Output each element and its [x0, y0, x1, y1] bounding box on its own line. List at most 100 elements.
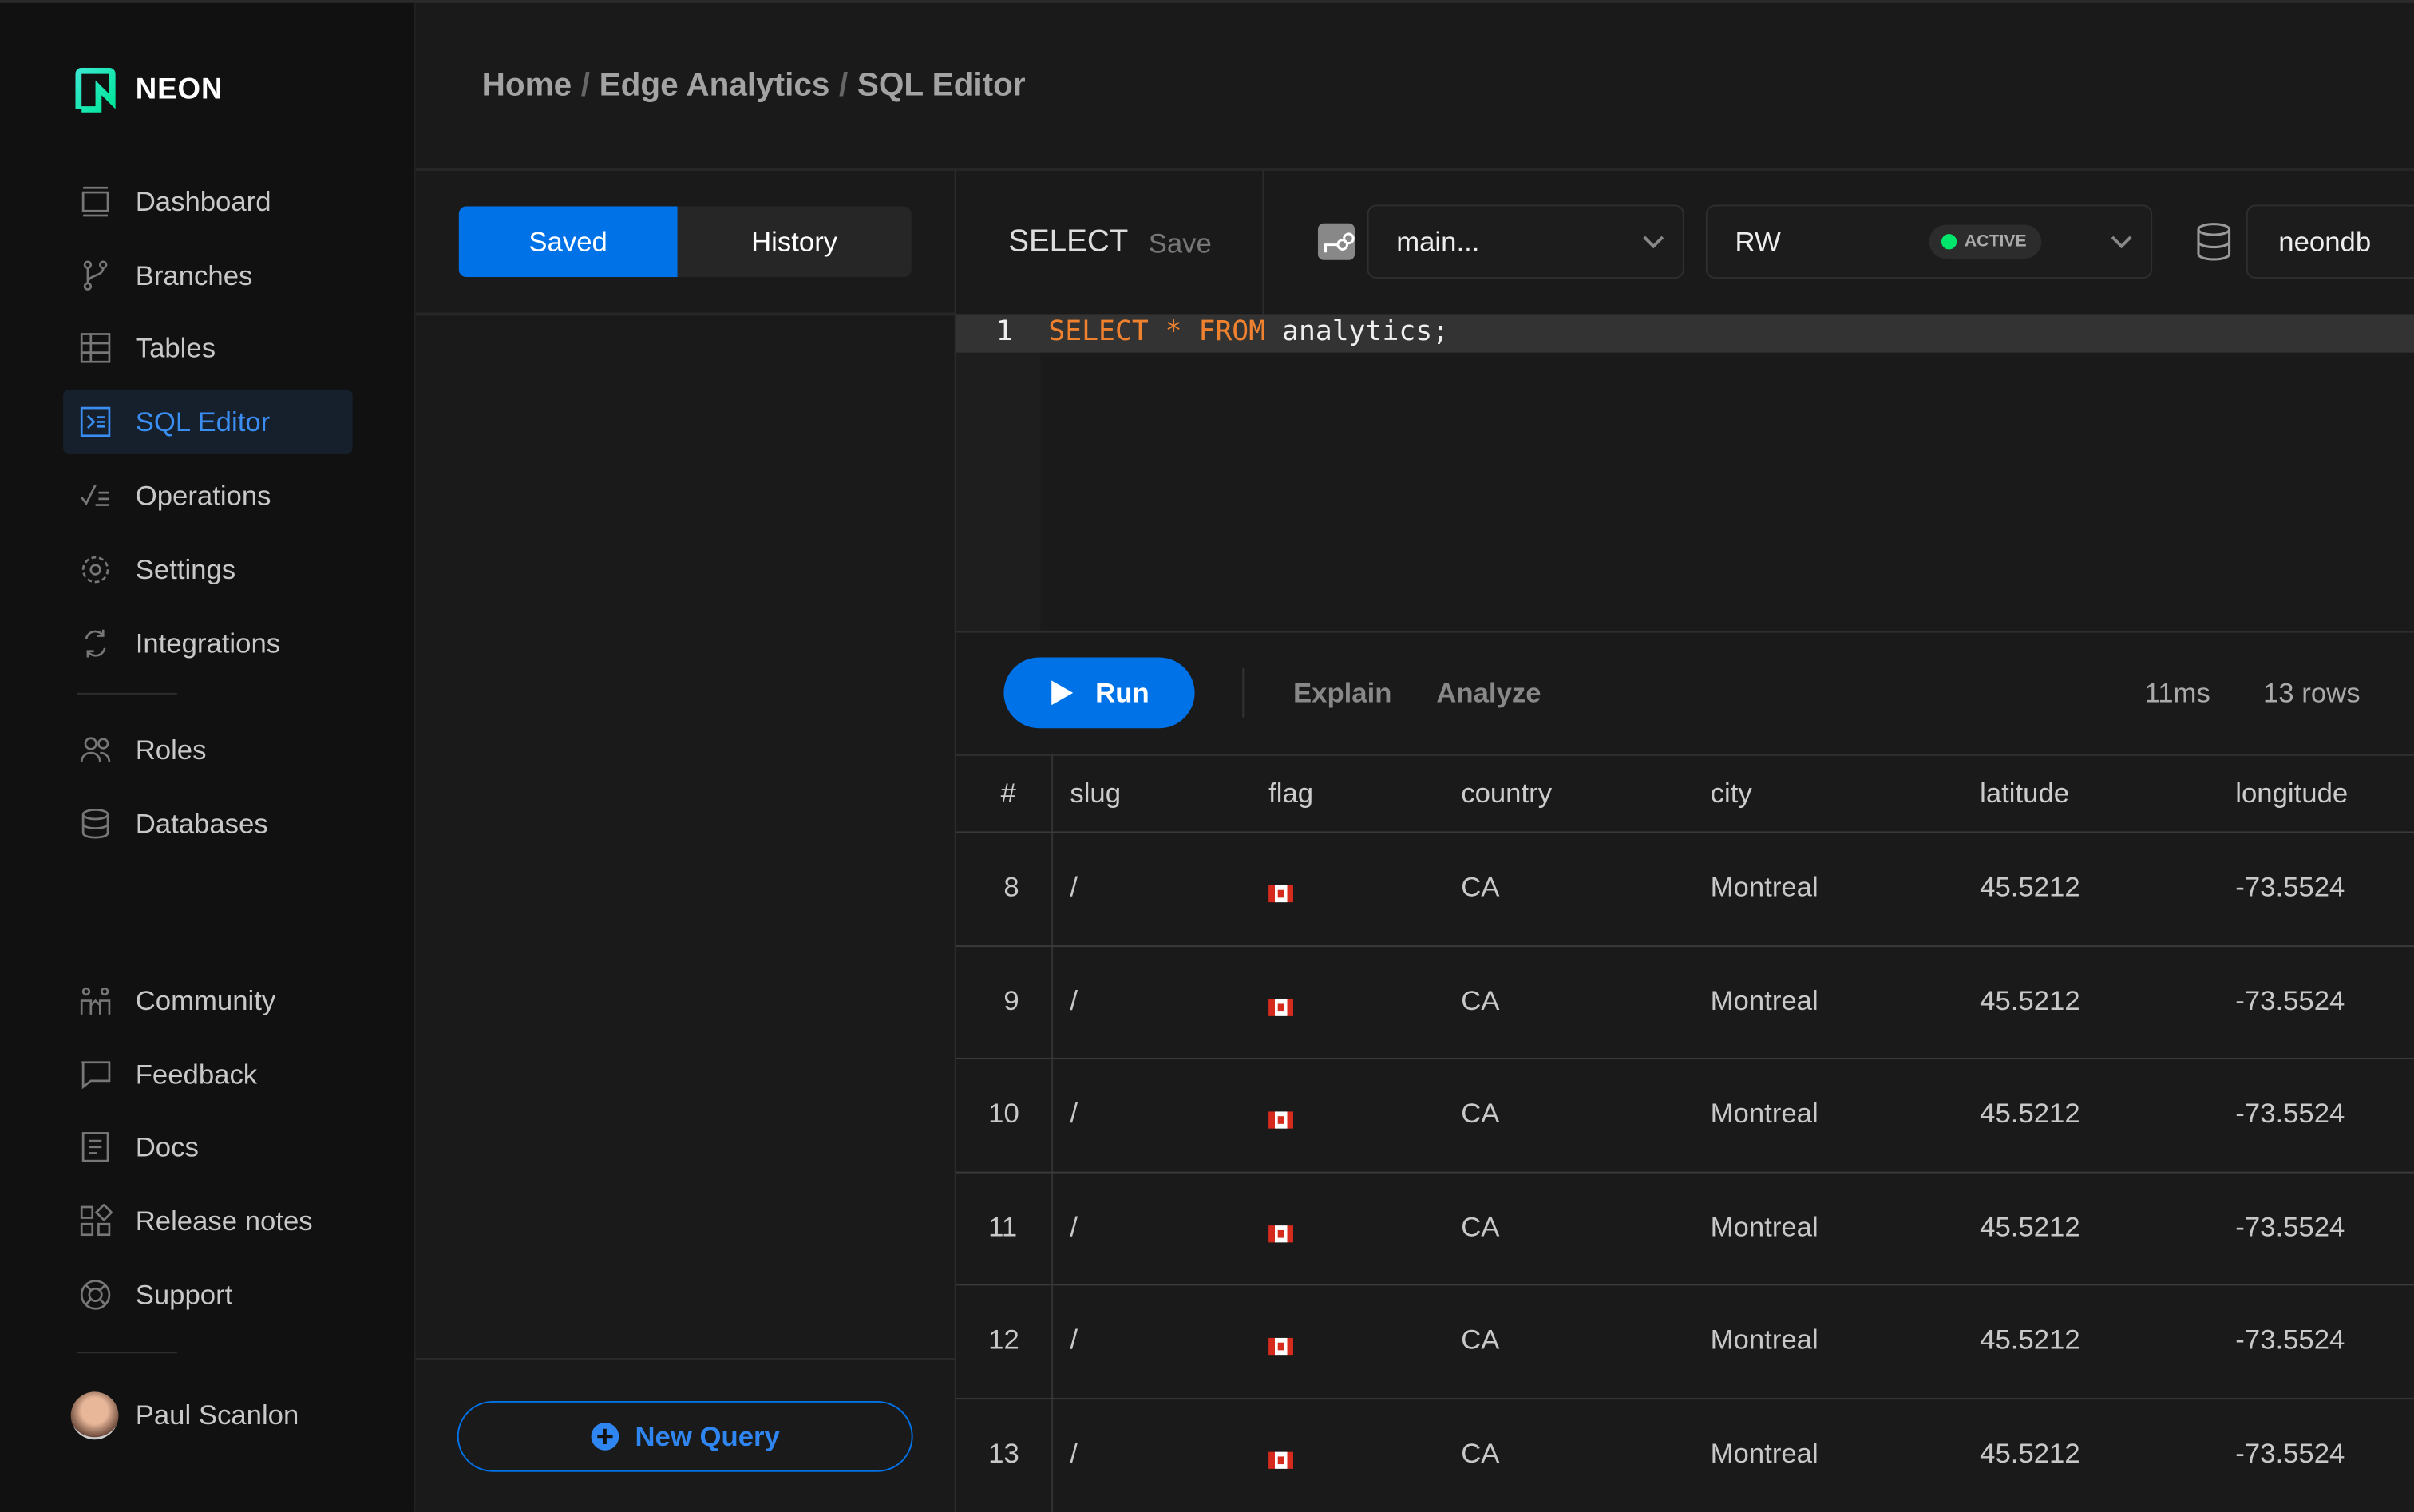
sidebar-item-label: Settings	[135, 553, 236, 584]
column-header-city[interactable]: city	[1710, 777, 1752, 809]
dashboard-icon	[81, 186, 109, 217]
explain-button[interactable]: Explain	[1292, 677, 1392, 709]
sidebar-item-operations[interactable]: Operations	[63, 463, 353, 528]
run-label: Run	[1095, 676, 1150, 708]
panel-divider	[954, 169, 956, 1512]
table-row[interactable]	[956, 944, 2414, 1057]
query-tabs: Saved History	[458, 206, 912, 278]
cell-latitude: 45.5212	[1980, 1098, 2080, 1130]
cell-latitude: 45.5212	[1980, 1211, 2080, 1242]
analyze-button[interactable]: Analyze	[1436, 677, 1541, 709]
divider	[77, 692, 177, 695]
tab-history[interactable]: History	[751, 225, 838, 257]
column-header-country[interactable]: country	[1461, 777, 1553, 809]
user-profile[interactable]: Paul Scanlon	[70, 1391, 299, 1440]
canada-flag-icon	[1268, 998, 1293, 1016]
table-row[interactable]	[956, 1284, 2414, 1397]
header-divider	[415, 168, 2414, 172]
sidebar-item-dashboard[interactable]: Dashboard	[63, 169, 353, 234]
table-row[interactable]	[956, 1398, 2414, 1510]
cell-latitude: 45.5212	[1980, 1438, 2080, 1469]
chat-icon	[81, 1061, 111, 1090]
cell-flag	[1268, 1331, 1293, 1364]
cell-slug: /	[1070, 1211, 1078, 1242]
breadcrumb-project[interactable]: Edge Analytics	[599, 67, 830, 104]
cell-flag	[1268, 991, 1293, 1023]
cell-flag	[1268, 1444, 1293, 1477]
sql-operator: *	[1165, 315, 1182, 348]
divider	[415, 312, 956, 316]
sidebar-item-support[interactable]: Support	[63, 1262, 353, 1327]
sidebar-item-label: Dashboard	[135, 185, 271, 216]
user-name: Paul Scanlon	[135, 1399, 299, 1431]
branch-icon	[1317, 223, 1355, 260]
column-header-#[interactable]: #	[1000, 777, 1016, 809]
users-icon	[80, 737, 111, 762]
cell-flag	[1268, 877, 1293, 910]
save-button[interactable]: Save	[1148, 228, 1212, 259]
table-row[interactable]	[956, 1058, 2414, 1170]
cell-slug: /	[1070, 871, 1078, 903]
column-header-latitude[interactable]: latitude	[1980, 777, 2070, 809]
tab-saved[interactable]: Saved	[458, 206, 678, 278]
sidebar-item-branches[interactable]: Branches	[63, 243, 353, 308]
sidebar-item-tables[interactable]: Tables	[63, 315, 353, 380]
chevron-down-icon	[1643, 236, 1664, 249]
sidebar-item-release-notes[interactable]: Release notes	[63, 1189, 353, 1253]
cell-index: 9	[1003, 984, 1019, 1016]
divider	[415, 1357, 956, 1360]
table-icon	[80, 333, 111, 363]
sql-keyword: SELECT	[1048, 315, 1149, 348]
database-select[interactable]: neondb	[2246, 204, 2414, 279]
sidebar-item-label: SQL Editor	[135, 406, 271, 437]
line-gutter	[956, 314, 1041, 631]
cell-city: Montreal	[1710, 984, 1818, 1016]
divider	[1242, 667, 1245, 718]
sidebar-item-sql-editor[interactable]: SQL Editor	[63, 389, 353, 454]
run-button[interactable]: Run	[1003, 657, 1195, 729]
row-divider	[956, 831, 2414, 833]
sidebar-item-community[interactable]: Community	[63, 968, 353, 1033]
sidebar-item-label: Branches	[135, 259, 253, 291]
sidebar-item-settings[interactable]: Settings	[63, 537, 353, 602]
branch-value: main...	[1396, 225, 1480, 257]
active-line	[956, 314, 2414, 353]
cell-index: 10	[988, 1098, 1019, 1130]
sidebar-item-integrations[interactable]: Integrations	[63, 612, 353, 676]
sidebar-item-feedback[interactable]: Feedback	[63, 1043, 353, 1107]
cell-country: CA	[1461, 1438, 1500, 1469]
play-icon	[1051, 680, 1073, 706]
cell-slug: /	[1070, 1324, 1078, 1356]
gear-icon	[81, 556, 109, 584]
divider	[1262, 169, 1264, 315]
cell-country: CA	[1461, 1211, 1500, 1242]
table-row[interactable]	[956, 1171, 2414, 1284]
sidebar-item-databases[interactable]: Databases	[63, 791, 353, 856]
column-header-slug[interactable]: slug	[1070, 777, 1122, 809]
compute-select[interactable]: RW ACTIVE	[1705, 204, 2153, 279]
breadcrumb-home[interactable]: Home	[481, 67, 572, 104]
branch-select[interactable]: main...	[1367, 204, 1684, 279]
column-divider	[1051, 754, 1054, 1512]
sidebar-item-roles[interactable]: Roles	[63, 718, 353, 782]
new-query-label: New Query	[635, 1420, 780, 1451]
column-header-flag[interactable]: flag	[1268, 777, 1314, 809]
new-query-button[interactable]: New Query	[457, 1400, 913, 1472]
cell-longitude: -73.5524	[2235, 984, 2345, 1016]
logo[interactable]: NEON	[74, 67, 224, 114]
column-header-longitude[interactable]: longitude	[2235, 777, 2349, 809]
chevron-down-icon	[2111, 236, 2132, 249]
code-editor[interactable]: SELECT * FROM analytics;	[1048, 315, 1449, 348]
terminal-icon	[80, 406, 111, 437]
canada-flag-icon	[1268, 1338, 1293, 1356]
integrations-icon	[85, 629, 106, 658]
canada-flag-icon	[1268, 1451, 1293, 1469]
row-divider	[956, 1171, 2414, 1174]
table-row[interactable]	[956, 831, 2414, 944]
sidebar-item-label: Release notes	[135, 1205, 313, 1236]
sidebar-item-docs[interactable]: Docs	[63, 1114, 353, 1179]
cell-slug: /	[1070, 1438, 1078, 1469]
sql-keyword: FROM	[1198, 315, 1266, 348]
database-icon	[2197, 223, 2231, 261]
